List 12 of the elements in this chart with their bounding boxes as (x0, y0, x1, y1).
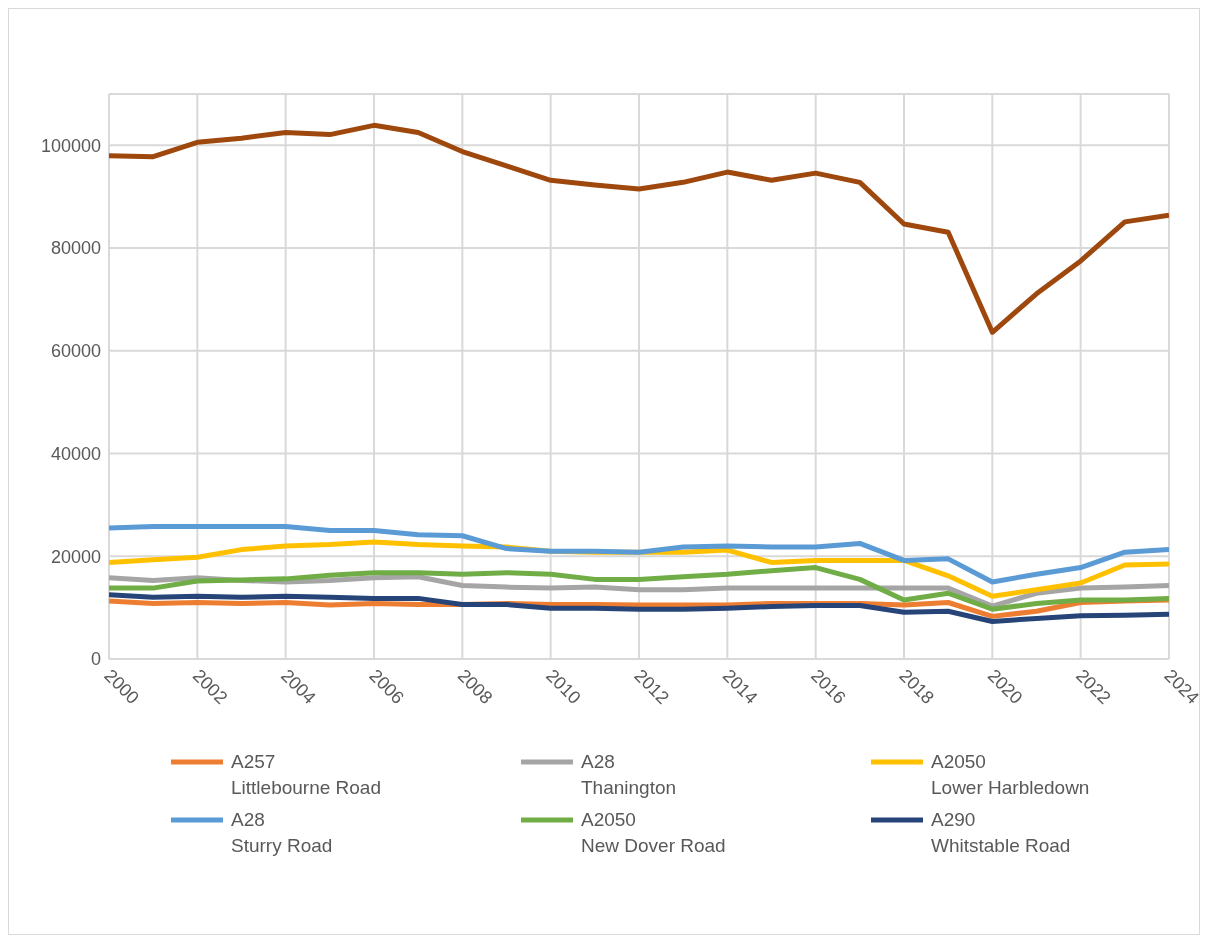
y-tick-label: 60000 (50, 341, 101, 362)
y-tick-label: 100000 (40, 135, 101, 156)
y-tick-label: 40000 (50, 443, 101, 464)
legend-label: A2050 New Dover Road (581, 808, 726, 858)
legend-label: A2050 Lower Harbledown (931, 750, 1090, 800)
y-tick-label: 0 (90, 649, 101, 670)
legend-label: A257 Littlebourne Road (231, 750, 381, 800)
legend-label: A290 Whitstable Road (931, 808, 1071, 858)
legend-label: A28 Sturry Road (231, 808, 333, 858)
legend-label: A28 Thanington (581, 750, 677, 800)
y-tick-label: 20000 (50, 546, 101, 567)
y-tick-label: 80000 (50, 238, 101, 259)
